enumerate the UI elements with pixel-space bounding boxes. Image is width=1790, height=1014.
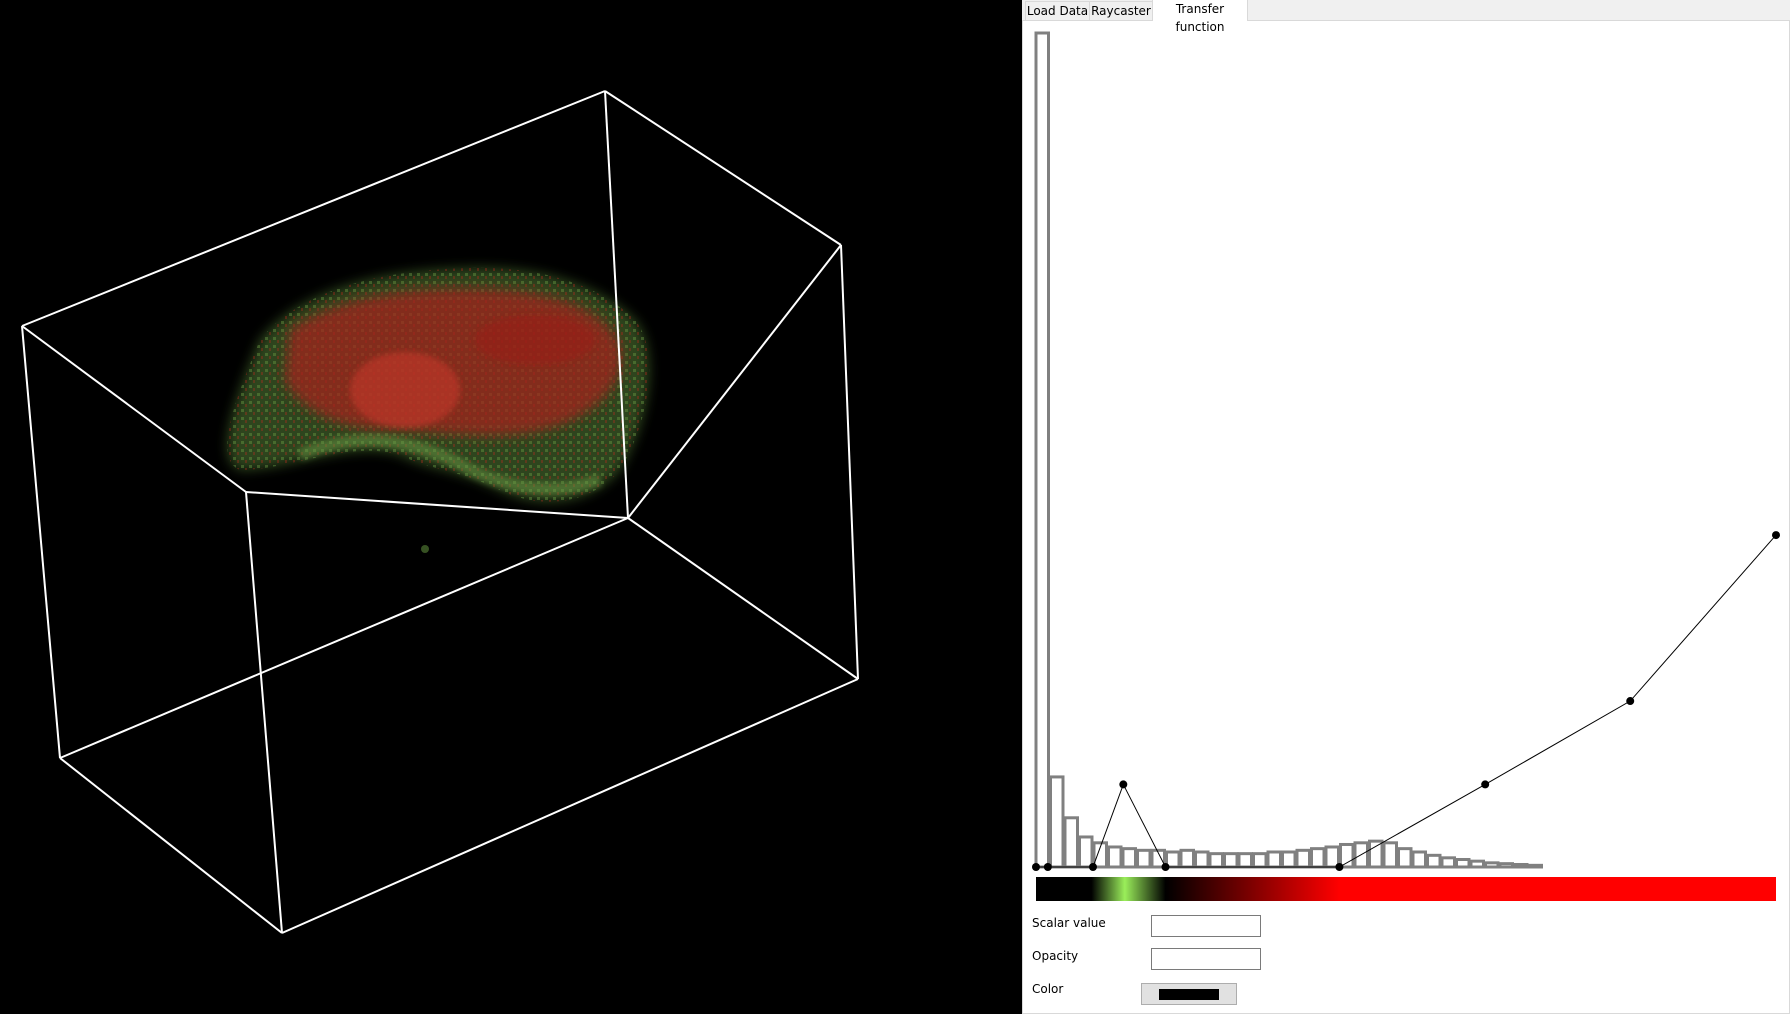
histogram-bar: [1121, 847, 1137, 869]
histogram-bar: [1324, 845, 1340, 869]
histogram-bar: [1092, 841, 1108, 869]
histogram-bar: [1034, 31, 1050, 869]
histogram-bar: [1353, 841, 1369, 869]
histogram-bar: [1049, 775, 1065, 869]
histogram-bar: [1179, 848, 1195, 869]
histogram-bar: [1237, 852, 1253, 869]
histogram-bar: [1310, 847, 1326, 869]
histogram-bar: [1078, 835, 1094, 869]
histogram-bar: [1136, 848, 1152, 869]
opacity-control-point[interactable]: [1032, 863, 1040, 871]
color-label: Color: [1032, 982, 1064, 996]
opacity-control-points[interactable]: [1032, 531, 1780, 871]
tab-bar: Load Data Raycaster Transfer function: [1022, 0, 1790, 34]
volume-render-canvas[interactable]: [0, 0, 1022, 1014]
histogram-bar: [1368, 839, 1384, 869]
opacity-control-point[interactable]: [1626, 697, 1635, 706]
histogram-bar: [1150, 848, 1166, 869]
histogram-bar: [1484, 861, 1500, 869]
histogram-bar: [1208, 852, 1224, 869]
scalar-value-input[interactable]: [1151, 915, 1261, 937]
transfer-function-tab-content: Scalar value Opacity Color: [1022, 20, 1790, 1014]
opacity-control-point[interactable]: [1088, 863, 1097, 871]
histogram-bar: [1513, 862, 1529, 869]
opacity-control-point[interactable]: [1161, 863, 1170, 871]
transfer-function-panel: Load Data Raycaster Transfer function Sc…: [1022, 0, 1790, 1014]
tab-transfer-function[interactable]: Transfer function: [1152, 0, 1248, 34]
bounding-box: [21, 90, 859, 934]
histogram-bar: [1440, 856, 1456, 869]
opacity-control-point[interactable]: [1772, 531, 1780, 540]
histogram-bar: [1223, 852, 1239, 869]
opacity-control-point[interactable]: [1119, 780, 1128, 789]
volume-data: [227, 267, 650, 553]
histogram-bar: [1266, 850, 1282, 869]
histogram-bar: [1107, 845, 1123, 869]
histogram-bar: [1382, 841, 1398, 869]
histogram-bar: [1295, 848, 1311, 869]
histogram-bar: [1194, 850, 1210, 869]
histogram: [1034, 31, 1543, 869]
tab-load-data[interactable]: Load Data: [1025, 1, 1090, 20]
opacity-control-point[interactable]: [1481, 780, 1490, 789]
volume-render-viewport[interactable]: [0, 0, 1022, 1014]
histogram-bar: [1339, 842, 1355, 869]
histogram-bar: [1252, 852, 1268, 869]
histogram-bar: [1455, 857, 1471, 869]
opacity-control-point[interactable]: [1335, 863, 1344, 871]
histogram-bar: [1426, 853, 1442, 869]
histogram-bar: [1411, 850, 1427, 869]
histogram-bar: [1469, 859, 1485, 869]
scalar-value-label: Scalar value: [1032, 916, 1106, 930]
transfer-function-editor[interactable]: [1023, 21, 1789, 901]
histogram-bar: [1281, 850, 1297, 869]
histogram-bar: [1498, 862, 1514, 869]
color-swatch: [1159, 989, 1219, 1000]
tab-raycaster[interactable]: Raycaster: [1089, 1, 1153, 20]
opacity-label: Opacity: [1032, 949, 1079, 963]
opacity-control-point[interactable]: [1043, 863, 1052, 871]
opacity-input[interactable]: [1151, 948, 1261, 970]
color-picker-button[interactable]: [1141, 983, 1237, 1005]
histogram-bar: [1527, 863, 1543, 869]
histogram-bar: [1063, 816, 1079, 869]
opacity-curve: [1036, 534, 1777, 868]
histogram-bar: [1397, 847, 1413, 869]
color-gradient-bar[interactable]: [1036, 877, 1776, 901]
